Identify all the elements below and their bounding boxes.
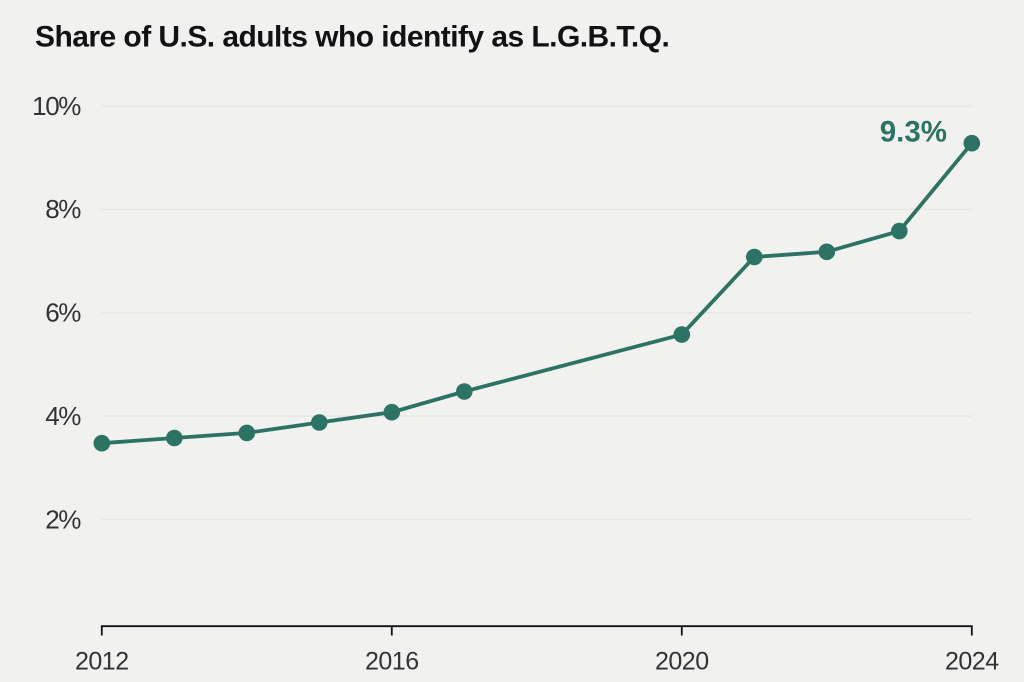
svg-text:9.3%: 9.3% <box>880 116 947 149</box>
svg-text:2016: 2016 <box>365 648 419 676</box>
svg-text:2024: 2024 <box>945 648 999 676</box>
svg-text:2%: 2% <box>45 504 81 534</box>
svg-text:2012: 2012 <box>75 648 129 676</box>
svg-text:2020: 2020 <box>655 648 709 676</box>
svg-text:4%: 4% <box>45 401 81 431</box>
svg-text:6%: 6% <box>45 298 81 328</box>
svg-text:Share of U.S. adults who ident: Share of U.S. adults who identify as L.G… <box>35 21 669 54</box>
svg-text:8%: 8% <box>45 194 81 224</box>
svg-text:10%: 10% <box>32 91 81 121</box>
